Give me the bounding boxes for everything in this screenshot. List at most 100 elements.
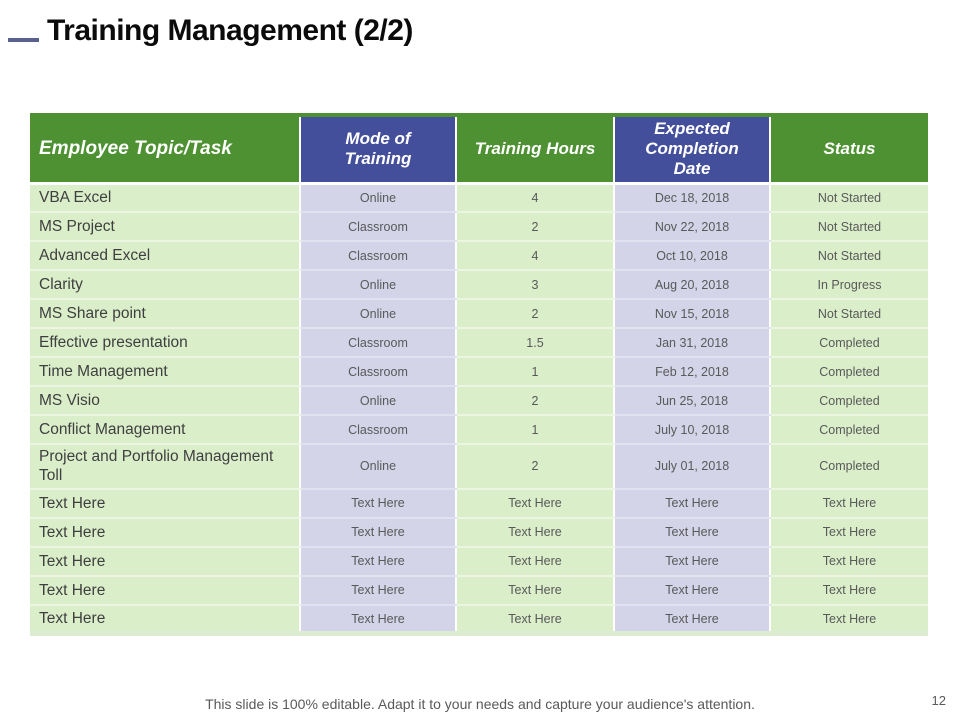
- table-row: Advanced Excel Classroom 4 Oct 10, 2018 Not …: [30, 241, 928, 271]
- table-cell: In Progress: [770, 270, 928, 300]
- table-cell: Oct 10, 2018: [614, 241, 771, 271]
- table-cell: Conflict Management: [30, 415, 301, 445]
- slide-title: Training Management (2/2): [47, 14, 413, 47]
- table-cell: Aug 20, 2018: [614, 270, 771, 300]
- table-row: VBA Excel Online 4 Dec 18, 2018 Not Started: [30, 183, 928, 213]
- table-cell: Online: [300, 386, 457, 416]
- table-cell: VBA Excel: [30, 183, 301, 213]
- table-cell: Not Started: [770, 212, 928, 242]
- table-cell: Text Here: [614, 488, 771, 519]
- table-cell: Text Here: [300, 546, 457, 577]
- table-cell: Text Here: [456, 517, 615, 548]
- table-cell: Jan 31, 2018: [614, 328, 771, 358]
- table-cell: 1.5: [456, 328, 615, 358]
- table-row: Effective presentation Classroom 1.5 Jan 31…: [30, 328, 928, 358]
- table-cell: Completed: [770, 386, 928, 416]
- table-cell: 4: [456, 183, 615, 213]
- footer-note: This slide is 100% editable. Adapt it to…: [205, 696, 755, 712]
- table-cell: MS Share point: [30, 299, 301, 329]
- table-cell: Not Started: [770, 299, 928, 329]
- column-header-4: Status: [770, 115, 928, 185]
- table-row: Project and Portfolio Management Toll Onl…: [30, 444, 928, 490]
- table-cell: Jun 25, 2018: [614, 386, 771, 416]
- table-row: MS Share point Online 2 Nov 15, 2018 Not Sta…: [30, 299, 928, 329]
- table-cell: 2: [456, 444, 615, 490]
- table-cell: Text Here: [614, 575, 771, 606]
- table-cell: Online: [300, 299, 457, 329]
- table-row: Text Here Text Here Text Here Text Here Text…: [30, 488, 928, 519]
- table-cell: Advanced Excel: [30, 241, 301, 271]
- table-cell: Classroom: [300, 328, 457, 358]
- table-cell: Classroom: [300, 357, 457, 387]
- table-cell: Text Here: [300, 604, 457, 635]
- table-cell: 1: [456, 357, 615, 387]
- table-cell: 4: [456, 241, 615, 271]
- table-cell: Effective presentation: [30, 328, 301, 358]
- table-cell: Text Here: [30, 546, 301, 577]
- table-cell: 2: [456, 386, 615, 416]
- table-cell: Text Here: [30, 517, 301, 548]
- column-header-3: Expected Completion Date: [614, 115, 771, 185]
- title-dash: [8, 38, 39, 42]
- table-cell: MS Visio: [30, 386, 301, 416]
- table-cell: Nov 22, 2018: [614, 212, 771, 242]
- table-cell: Text Here: [300, 517, 457, 548]
- table-cell: 2: [456, 299, 615, 329]
- table-cell: Text Here: [614, 517, 771, 548]
- table-cell: Text Here: [30, 488, 301, 519]
- table-row: MS Visio Online 2 Jun 25, 2018 Completed: [30, 386, 928, 416]
- table-cell: Text Here: [30, 604, 301, 635]
- table-cell: Completed: [770, 328, 928, 358]
- table-header-row: Employee Topic/Task Mode of Training Train…: [30, 115, 928, 185]
- table-row: Text Here Text Here Text Here Text Here Text…: [30, 604, 928, 635]
- table-cell: Text Here: [456, 488, 615, 519]
- table-cell: Text Here: [614, 546, 771, 577]
- page-number: 12: [931, 693, 946, 708]
- table-cell: Classroom: [300, 212, 457, 242]
- training-table: Employee Topic/Task Mode of Training Train…: [30, 113, 928, 637]
- table-cell: 3: [456, 270, 615, 300]
- table-cell: Text Here: [456, 604, 615, 635]
- table-row: Text Here Text Here Text Here Text Here Text…: [30, 575, 928, 606]
- column-header-0: Employee Topic/Task: [30, 115, 301, 185]
- table-cell: Nov 15, 2018: [614, 299, 771, 329]
- table-cell: Text Here: [300, 488, 457, 519]
- table-cell: Completed: [770, 415, 928, 445]
- table-row: Conflict Management Classroom 1 July 10, 20…: [30, 415, 928, 445]
- table-cell: 2: [456, 212, 615, 242]
- table-cell: Text Here: [456, 575, 615, 606]
- table-cell: Text Here: [614, 604, 771, 635]
- table-cell: Online: [300, 270, 457, 300]
- table-cell: Project and Portfolio Management Toll: [30, 444, 301, 490]
- table-cell: Not Started: [770, 241, 928, 271]
- table-row: Time Management Classroom 1 Feb 12, 2018 Com…: [30, 357, 928, 387]
- table-cell: Text Here: [770, 488, 928, 519]
- table-cell: Text Here: [770, 546, 928, 577]
- table-cell: Classroom: [300, 241, 457, 271]
- table-row: Text Here Text Here Text Here Text Here Text…: [30, 517, 928, 548]
- table-cell: 1: [456, 415, 615, 445]
- table-row: Text Here Text Here Text Here Text Here Text…: [30, 546, 928, 577]
- table-cell: Text Here: [770, 517, 928, 548]
- table-cell: Classroom: [300, 415, 457, 445]
- column-header-2: Training Hours: [456, 115, 615, 185]
- table-row: Clarity Online 3 Aug 20, 2018 In Progress: [30, 270, 928, 300]
- table-cell: Clarity: [30, 270, 301, 300]
- table-cell: Online: [300, 444, 457, 490]
- table-cell: MS Project: [30, 212, 301, 242]
- table-cell: Text Here: [770, 575, 928, 606]
- table-row: MS Project Classroom 2 Nov 22, 2018 Not Star…: [30, 212, 928, 242]
- table-cell: Online: [300, 183, 457, 213]
- table-cell: Completed: [770, 444, 928, 490]
- table-cell: Time Management: [30, 357, 301, 387]
- table-cell: Feb 12, 2018: [614, 357, 771, 387]
- table-cell: Text Here: [300, 575, 457, 606]
- table-cell: July 10, 2018: [614, 415, 771, 445]
- table-cell: Not Started: [770, 183, 928, 213]
- table-cell: Text Here: [770, 604, 928, 635]
- table-cell: Text Here: [456, 546, 615, 577]
- table-cell: Completed: [770, 357, 928, 387]
- column-header-1: Mode of Training: [300, 115, 457, 185]
- table-cell: Text Here: [30, 575, 301, 606]
